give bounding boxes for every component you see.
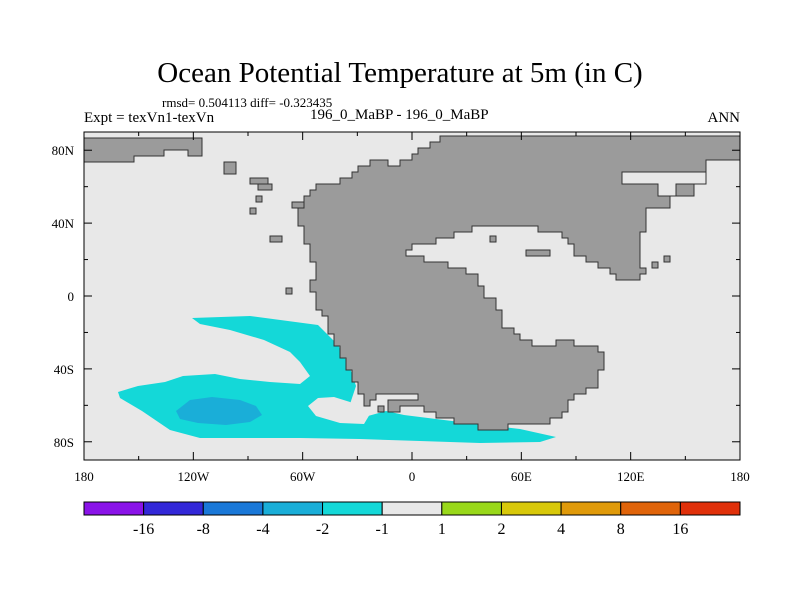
map-field [84,132,740,460]
colorbar-label: 2 [497,521,505,538]
land-small-island [663,255,671,263]
colorbar-label: 1 [438,521,446,538]
colorbar-swatch [202,501,264,516]
axes: 180 120W 60W 0 60E 120E 180 80N 40N 0 40S 80S [52,132,750,484]
land-small-island [269,235,283,243]
colorbar-swatch [560,501,622,516]
colorbar-swatch [322,501,383,516]
y-tick-label: 80N [52,143,75,158]
land-small-island [257,183,273,191]
colorbar-label: 8 [617,521,625,538]
colorbar-label: -16 [133,521,154,538]
y-tick-label: 40S [54,362,74,377]
rmsd-label: rmsd= 0.504113 diff= -0.323435 [162,95,333,110]
colorbar-label: -8 [197,521,210,538]
colorbar: -16 -8 -4 -2 -1 1 2 4 8 16 [83,501,741,538]
land-small-island [249,177,269,185]
land-small-island [223,161,237,175]
experiment-label: Expt = texVn1-texVn [84,110,215,126]
y-tick-label: 80S [54,435,74,450]
colorbar-swatch [143,501,204,516]
colorbar-swatch [381,501,443,516]
chart-title: Ocean Potential Temperature at 5m (in C) [157,57,643,89]
y-tick-label: 0 [68,289,75,304]
x-tick-label: 60E [511,469,532,484]
land-small-island [255,195,263,203]
x-tick-label: 180 [74,469,94,484]
land-small-island [291,201,305,209]
land-small-island [285,287,293,295]
colorbar-label: -1 [376,521,389,538]
colorbar-swatch [262,501,324,516]
colorbar-label: -4 [256,521,269,538]
x-tick-label: 120W [177,469,210,484]
x-tick-label: 180 [730,469,750,484]
land-small-island [525,249,551,257]
colorbar-swatch [679,501,741,516]
colorbar-swatch [441,501,502,516]
case-label: 196_0_MaBP - 196_0_MaBP [310,107,489,123]
colorbar-label: 16 [672,521,688,538]
land-inland-sea [621,171,707,197]
colorbar-swatch [83,501,145,516]
y-tick-label: 40N [52,216,75,231]
land-small-island [249,207,257,215]
colorbar-swatch [620,501,681,516]
anomaly-core-minus2-minus4 [176,397,262,425]
colorbar-label: -2 [316,521,329,538]
anomaly-hole-ocean [308,397,370,424]
season-label: ANN [707,110,741,126]
land-north-strip [84,137,203,163]
colorbar-swatch [500,501,562,516]
land-small-island [489,235,497,243]
colorbar-label: 4 [557,521,565,538]
land-small-island [651,261,659,269]
x-tick-label: 60W [290,469,316,484]
land-small-island [377,405,385,413]
x-tick-label: 120E [617,469,645,484]
x-tick-label: 0 [409,469,416,484]
